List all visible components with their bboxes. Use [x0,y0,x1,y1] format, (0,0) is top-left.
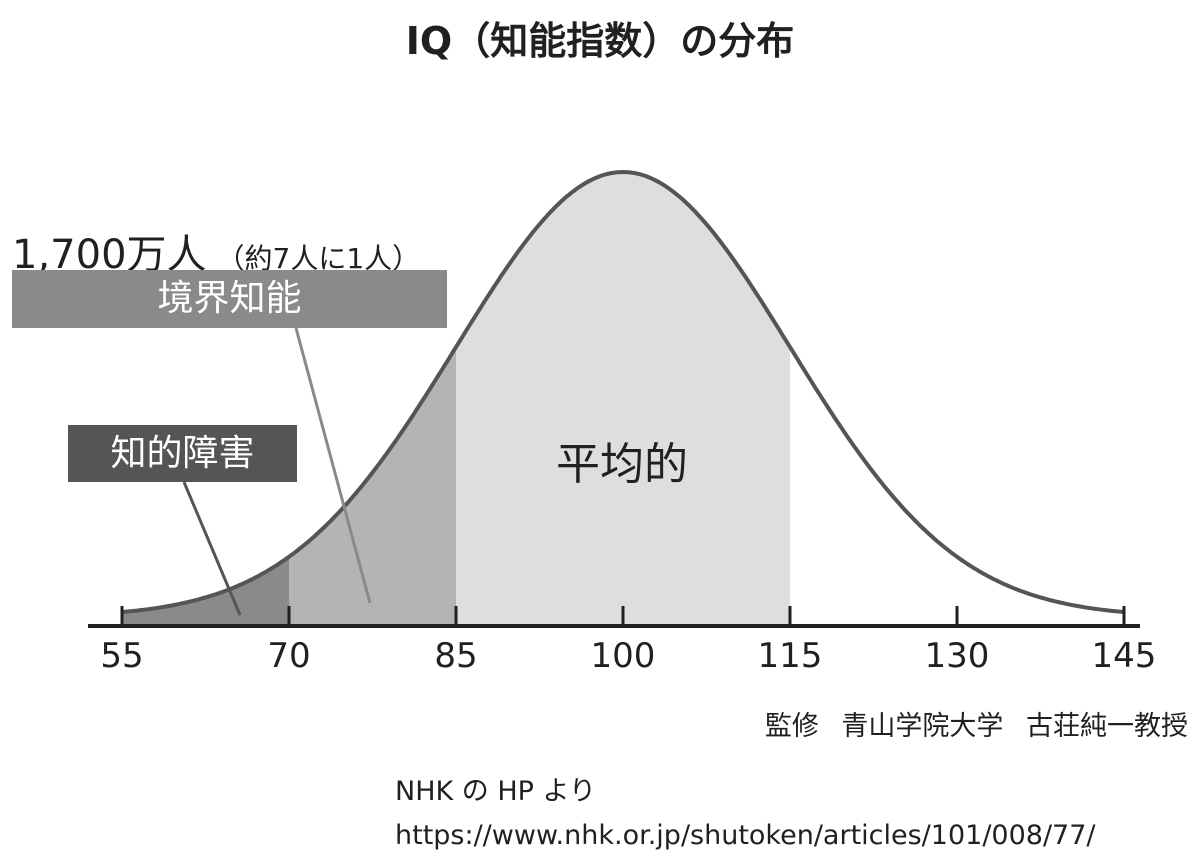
x-tick-label: 55 [100,636,144,676]
borderline-intelligence-label: 境界知能 [12,270,447,328]
distribution-curve [121,169,1125,615]
x-tick-label: 145 [1091,636,1157,676]
disability-leader-line [182,481,242,616]
source-note: NHK の HP より https://www.nhk.or.jp/shutok… [395,770,1096,858]
region-0 [122,556,289,626]
x-tick-label: 115 [757,636,823,676]
x-tick-label: 70 [267,636,311,676]
intellectual-disability-label: 知的障害 [68,425,297,482]
region-2 [456,172,790,626]
x-tick-label: 100 [590,636,656,676]
borderline-ratio: （約7人に1人） [216,242,421,275]
borderline-leader-line [294,327,372,604]
source-url[interactable]: https://www.nhk.or.jp/shutoken/articles/… [395,820,1096,851]
x-tick-label: 85 [434,636,478,676]
source-line: NHK の HP より [395,776,596,807]
chart-title: IQ（知能指数）の分布 [405,19,795,63]
x-tick-label: 130 [924,636,990,676]
average-label: 平均的 [556,439,688,490]
supervision-credit: 監修 青山学院大学 古荘純一教授 [764,711,1188,742]
